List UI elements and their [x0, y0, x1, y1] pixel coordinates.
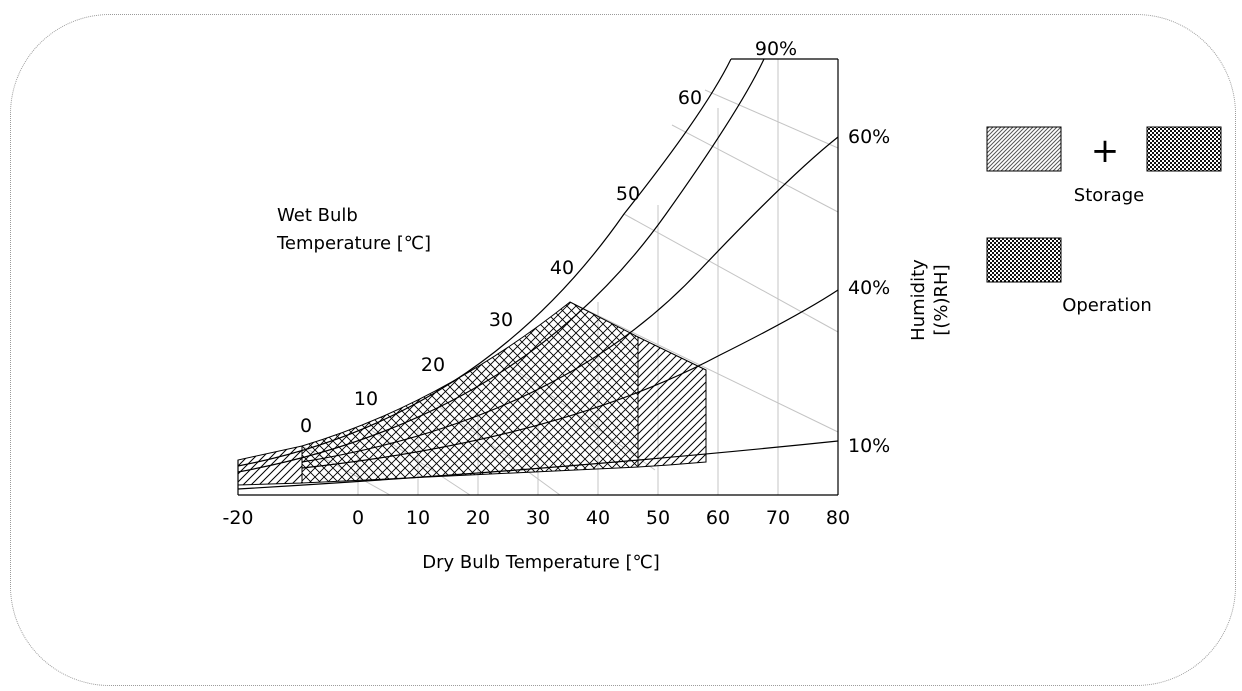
chart-frame	[10, 14, 1236, 686]
wet-bulb-gridline-6	[671, 124, 839, 213]
x-tick-label-40: 40	[586, 507, 610, 529]
x-tick-label-10: 10	[406, 507, 430, 529]
humidity-tick-60pct: 60%	[848, 126, 890, 148]
legend-storage-swatch-diagonal	[986, 126, 1062, 172]
x-tick-label-70: 70	[766, 507, 790, 529]
wet-bulb-label-line2: Temperature [℃]	[276, 233, 431, 254]
wet-bulb-tick-10: 10	[354, 388, 378, 410]
x-tick-label--20: -20	[222, 507, 253, 529]
x-axis-label: Dry Bulb Temperature [℃]	[422, 552, 660, 573]
x-tick-label-50: 50	[646, 507, 670, 529]
wet-bulb-label-line1: Wet Bulb	[277, 205, 358, 226]
humidity-tick-labels: 10% 40% 60% 90%	[755, 38, 890, 457]
wet-bulb-tick-50: 50	[616, 183, 640, 205]
humidity-label-line2: [(%)RH]	[931, 264, 952, 335]
wet-bulb-tick-labels: 0 10 20 30 40 50 60	[300, 87, 702, 437]
x-tick-label-80: 80	[826, 507, 850, 529]
rh-10-curve	[237, 440, 839, 490]
wet-bulb-gridline-7	[704, 89, 839, 149]
wet-bulb-tick-30: 30	[489, 309, 513, 331]
wet-bulb-tick-0: 0	[300, 415, 312, 437]
humidity-tick-10pct: 10%	[848, 435, 890, 457]
rh-40-curve	[301, 289, 839, 469]
wet-bulb-gridline-4	[569, 301, 839, 433]
operation-region	[301, 301, 639, 484]
rh-90-curve	[237, 58, 765, 473]
chart-curves	[237, 58, 839, 496]
saturation-curve	[237, 58, 732, 467]
x-tick-label-20: 20	[466, 507, 490, 529]
wet-bulb-tick-40: 40	[550, 257, 574, 279]
humidity-label: Humidity [(%)RH]	[908, 259, 952, 341]
legend-plus-sign: +	[1091, 131, 1120, 171]
x-tick-label-0: 0	[352, 507, 364, 529]
wet-bulb-gridline-5	[623, 213, 839, 333]
wet-bulb-tick-60: 60	[678, 87, 702, 109]
x-tick-label-30: 30	[526, 507, 550, 529]
x-tick-label-60: 60	[706, 507, 730, 529]
rh-60-curve	[301, 136, 839, 463]
x-tick-labels: -20 0 10 20 30 40 50 60 70 80	[222, 507, 850, 529]
wet-bulb-tick-20: 20	[421, 354, 445, 376]
legend: + Storage Operation	[986, 126, 1222, 316]
legend-operation-label: Operation	[1062, 295, 1152, 316]
storage-region-right	[637, 336, 707, 468]
humidity-tick-40pct: 40%	[848, 277, 890, 299]
legend-operation-swatch	[986, 237, 1062, 283]
legend-storage-label: Storage	[1074, 185, 1144, 206]
humidity-label-line1: Humidity	[908, 259, 929, 341]
humidity-tick-90pct: 90%	[755, 38, 797, 60]
legend-storage-swatch-checker	[1146, 126, 1222, 172]
